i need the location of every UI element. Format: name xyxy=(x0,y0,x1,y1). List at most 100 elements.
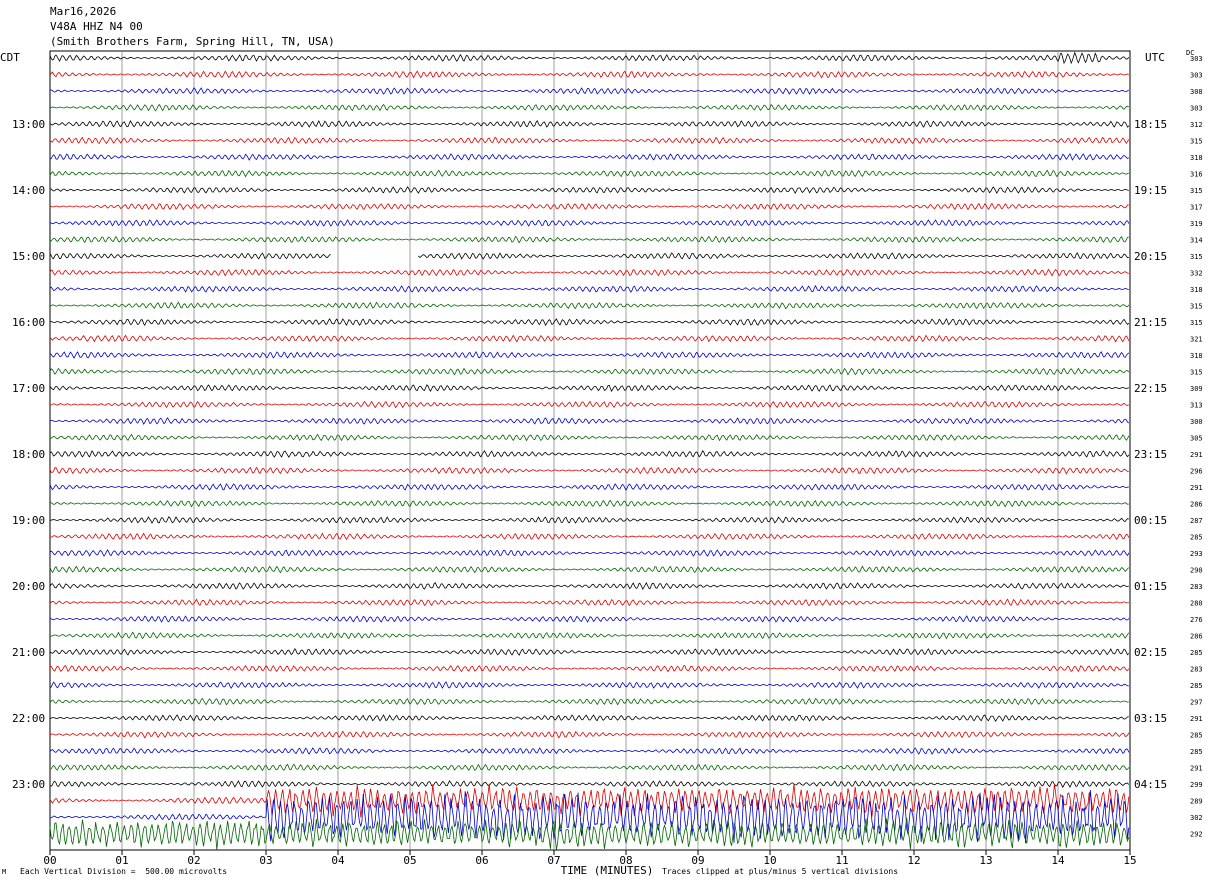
dc-offset-label: 283 xyxy=(1190,583,1203,591)
dc-offset-label: 313 xyxy=(1190,402,1203,410)
dc-offset-label: 312 xyxy=(1190,121,1203,129)
trace-line xyxy=(49,252,331,260)
trace-line xyxy=(49,681,1129,689)
left-time-label: 16:00 xyxy=(12,316,45,329)
dc-offset-label: 315 xyxy=(1190,369,1203,377)
trace-line xyxy=(49,119,1130,128)
x-tick-label: 08 xyxy=(619,854,632,867)
dc-offset-label: 276 xyxy=(1190,616,1203,624)
dc-offset-label: 286 xyxy=(1190,501,1203,509)
dc-offset-label: 318 xyxy=(1190,286,1203,294)
trace-line xyxy=(49,631,1130,640)
trace-line xyxy=(49,780,1130,789)
dc-offset-label: 317 xyxy=(1190,204,1203,212)
dc-offset-label: 292 xyxy=(1190,831,1203,839)
trace-line xyxy=(49,697,1129,706)
scale-note: Each Vertical Division = 500.00 microvol… xyxy=(20,867,228,876)
trace-line xyxy=(49,763,1130,772)
axis-labels: 00 01 02 03 04 05 06 07 08 09 10 11 12 13 14 15 TIME (MI… xyxy=(12,55,1203,877)
dc-offset-label: 321 xyxy=(1190,336,1203,344)
trace-line xyxy=(49,219,1130,227)
trace-line xyxy=(49,598,1129,607)
right-time-label: 23:15 xyxy=(1134,448,1167,461)
trace-line xyxy=(49,301,1130,310)
x-tick-label: 01 xyxy=(115,854,128,867)
header-date: Mar16,2026 xyxy=(50,5,117,18)
trace-line xyxy=(49,136,1130,145)
x-tick-label: 10 xyxy=(763,854,776,867)
trace-line xyxy=(49,665,1130,673)
dc-offset-label: 315 xyxy=(1190,303,1203,311)
dc-offset-label: 302 xyxy=(1190,814,1203,822)
dc-offset-label: 299 xyxy=(1190,781,1203,789)
dc-offset-label: 305 xyxy=(1190,435,1203,443)
trace-line xyxy=(418,251,1129,260)
dc-offset-label: 316 xyxy=(1190,171,1203,179)
trace-line xyxy=(49,730,1130,739)
dc-offset-label: 287 xyxy=(1190,517,1203,525)
right-timezone-label: UTC xyxy=(1145,51,1165,64)
dc-offset-label: 296 xyxy=(1190,468,1203,476)
dc-offset-label: 319 xyxy=(1190,220,1203,228)
trace-line xyxy=(49,790,1130,844)
dc-label: DC xyxy=(1186,49,1195,57)
left-time-label: 15:00 xyxy=(12,250,45,263)
dc-offset-label: 315 xyxy=(1190,187,1203,195)
x-tick-label: 05 xyxy=(403,854,416,867)
right-time-label: 00:15 xyxy=(1134,514,1167,527)
trace-line xyxy=(49,549,1130,557)
left-time-label: 14:00 xyxy=(12,184,45,197)
trace-line xyxy=(49,103,1129,112)
trace-line xyxy=(50,318,1130,327)
x-tick-label: 13 xyxy=(979,854,992,867)
dc-offset-label: 283 xyxy=(1190,666,1203,674)
left-time-label: 17:00 xyxy=(12,382,45,395)
trace-line xyxy=(49,70,1129,79)
header-location: (Smith Brothers Farm, Spring Hill, TN, U… xyxy=(50,35,335,48)
dc-offset-label: 303 xyxy=(1190,72,1203,80)
dc-offset-label: 286 xyxy=(1190,633,1203,641)
x-tick-label: 00 xyxy=(43,854,56,867)
right-time-label: 03:15 xyxy=(1134,712,1167,725)
plot-frame xyxy=(49,50,1131,851)
trace-line xyxy=(49,169,1129,178)
trace-line xyxy=(49,783,1130,818)
right-time-label: 18:15 xyxy=(1134,118,1167,131)
clip-note: Traces clipped at plus/minus 5 vertical … xyxy=(662,867,899,876)
x-tick-label: 02 xyxy=(187,854,200,867)
trace-line xyxy=(49,499,1129,508)
right-time-label: 04:15 xyxy=(1134,778,1167,791)
left-time-label: 23:00 xyxy=(12,778,45,791)
trace-line xyxy=(49,581,1129,590)
dc-offset-label: 289 xyxy=(1190,798,1203,806)
x-tick-label: 12 xyxy=(907,854,920,867)
left-time-label: 21:00 xyxy=(12,646,45,659)
trace-line xyxy=(49,565,1130,574)
dc-offset-label: 285 xyxy=(1190,534,1203,542)
trace-line xyxy=(49,417,1130,425)
trace-line xyxy=(49,351,1130,359)
x-tick-label: 06 xyxy=(475,854,488,867)
left-time-label: 22:00 xyxy=(12,712,45,725)
right-time-label: 20:15 xyxy=(1134,250,1167,263)
x-axis-label: TIME (MINUTES) xyxy=(561,864,654,877)
dc-offset-label: 300 xyxy=(1190,418,1203,426)
dc-offset-label: 318 xyxy=(1190,352,1203,360)
right-time-label: 21:15 xyxy=(1134,316,1167,329)
trace-line xyxy=(49,648,1130,656)
dc-offset-label: 303 xyxy=(1190,55,1203,63)
trace-line xyxy=(49,202,1129,211)
dc-offset-label: 309 xyxy=(1190,385,1203,393)
trace-line xyxy=(49,87,1129,95)
dc-offset-label: 285 xyxy=(1190,732,1203,740)
trace-line xyxy=(49,516,1129,524)
right-time-label: 22:15 xyxy=(1134,382,1167,395)
dc-offset-label: 315 xyxy=(1190,138,1203,146)
trace-line xyxy=(49,483,1129,492)
left-time-label: 18:00 xyxy=(12,448,45,461)
trace-line xyxy=(49,532,1130,541)
right-time-label: 02:15 xyxy=(1134,646,1167,659)
right-time-label: 01:15 xyxy=(1134,580,1167,593)
corner-mark: M xyxy=(2,868,7,876)
trace-line xyxy=(49,51,1130,65)
